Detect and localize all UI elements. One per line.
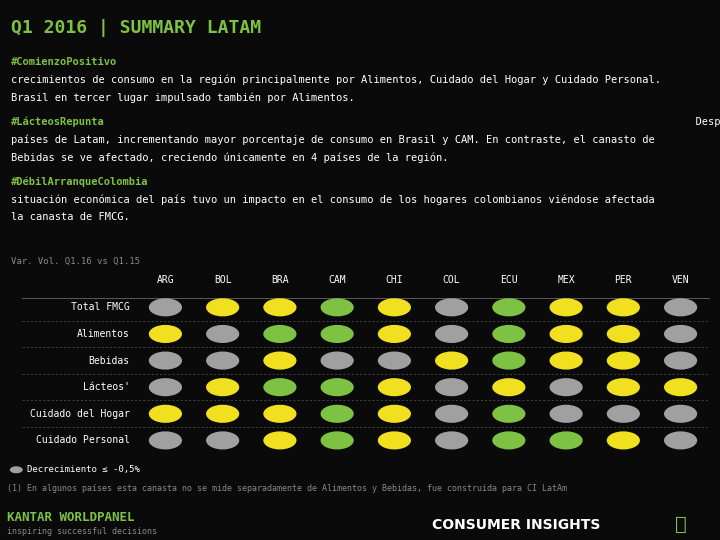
Text: Alimentos: Alimentos xyxy=(77,329,130,339)
Text: ARG: ARG xyxy=(157,275,174,286)
Text: ECU: ECU xyxy=(500,275,518,286)
Text: Bebidas se ve afectado, creciendo únicamente en 4 países de la región.: Bebidas se ve afectado, creciendo únicam… xyxy=(11,152,449,163)
Ellipse shape xyxy=(149,298,182,316)
Ellipse shape xyxy=(492,352,526,369)
Ellipse shape xyxy=(149,405,182,423)
Ellipse shape xyxy=(206,431,239,449)
Ellipse shape xyxy=(320,298,354,316)
Ellipse shape xyxy=(435,325,468,343)
Ellipse shape xyxy=(492,378,526,396)
Ellipse shape xyxy=(264,378,297,396)
Ellipse shape xyxy=(549,405,582,423)
Text: BOL: BOL xyxy=(214,275,231,286)
Text: (1) En algunos países esta canasta no se mide separadamente de Alimentos y Bebid: (1) En algunos países esta canasta no se… xyxy=(7,484,567,494)
Text: inspiring successful decisions: inspiring successful decisions xyxy=(7,527,157,536)
Ellipse shape xyxy=(149,325,182,343)
Text: 🌍: 🌍 xyxy=(675,515,686,535)
Text: Lácteos': Lácteos' xyxy=(83,382,130,392)
Ellipse shape xyxy=(607,325,640,343)
Text: Total FMCG: Total FMCG xyxy=(71,302,130,312)
Ellipse shape xyxy=(320,431,354,449)
Ellipse shape xyxy=(206,405,239,423)
Text: #DébilArranqueColombia: #DébilArranqueColombia xyxy=(11,177,148,187)
Text: Brasil en tercer lugar impulsado también por Alimentos.: Brasil en tercer lugar impulsado también… xyxy=(11,92,354,103)
Ellipse shape xyxy=(206,378,239,396)
Ellipse shape xyxy=(664,325,697,343)
Ellipse shape xyxy=(264,298,297,316)
Text: la canasta de FMCG.: la canasta de FMCG. xyxy=(11,212,130,222)
Ellipse shape xyxy=(378,405,411,423)
Text: BRA: BRA xyxy=(271,275,289,286)
Ellipse shape xyxy=(492,431,526,449)
Ellipse shape xyxy=(378,298,411,316)
Text: CAM: CAM xyxy=(328,275,346,286)
Ellipse shape xyxy=(435,298,468,316)
Text: VEN: VEN xyxy=(672,275,689,286)
Text: #ComienzoPositivo: #ComienzoPositivo xyxy=(11,57,117,67)
Ellipse shape xyxy=(435,352,468,369)
Ellipse shape xyxy=(607,352,640,369)
Ellipse shape xyxy=(549,298,582,316)
Ellipse shape xyxy=(378,431,411,449)
Ellipse shape xyxy=(664,298,697,316)
Ellipse shape xyxy=(206,298,239,316)
Ellipse shape xyxy=(149,378,182,396)
Ellipse shape xyxy=(206,352,239,369)
Text: PER: PER xyxy=(615,275,632,286)
Ellipse shape xyxy=(320,405,354,423)
Text: #LácteosRepunta: #LácteosRepunta xyxy=(11,117,104,127)
Text: Cuidado Personal: Cuidado Personal xyxy=(35,435,130,445)
Text: MEX: MEX xyxy=(557,275,575,286)
Text: situación económica del país tuvo un impacto en el consumo de los hogares colomb: situación económica del país tuvo un imp… xyxy=(11,194,654,205)
Ellipse shape xyxy=(664,352,697,369)
Ellipse shape xyxy=(320,325,354,343)
Ellipse shape xyxy=(607,298,640,316)
Ellipse shape xyxy=(435,431,468,449)
Ellipse shape xyxy=(264,352,297,369)
Text: crecimientos de consumo en la región principalmente por Alimentos, Cuidado del H: crecimientos de consumo en la región pri… xyxy=(11,75,661,85)
Text: Bebidas: Bebidas xyxy=(89,355,130,366)
Text: Var. Vol. Q1.16 vs Q1.15: Var. Vol. Q1.16 vs Q1.15 xyxy=(11,256,140,266)
Ellipse shape xyxy=(549,325,582,343)
Ellipse shape xyxy=(320,378,354,396)
Ellipse shape xyxy=(264,325,297,343)
Ellipse shape xyxy=(264,431,297,449)
Ellipse shape xyxy=(378,325,411,343)
Ellipse shape xyxy=(378,378,411,396)
Text: países de Latam, incrementando mayor porcentaje de consumo en Brasil y CAM. En c: países de Latam, incrementando mayor por… xyxy=(11,134,654,145)
Ellipse shape xyxy=(435,405,468,423)
Ellipse shape xyxy=(607,405,640,423)
Ellipse shape xyxy=(10,466,23,473)
Ellipse shape xyxy=(492,325,526,343)
Text: Q1 2016 | SUMMARY LATAM: Q1 2016 | SUMMARY LATAM xyxy=(11,19,261,37)
Ellipse shape xyxy=(149,352,182,369)
Ellipse shape xyxy=(607,431,640,449)
Ellipse shape xyxy=(149,431,182,449)
Ellipse shape xyxy=(549,378,582,396)
Ellipse shape xyxy=(320,352,354,369)
Text: COL: COL xyxy=(443,275,460,286)
Ellipse shape xyxy=(492,405,526,423)
Ellipse shape xyxy=(435,378,468,396)
Text: CONSUMER INSIGHTS: CONSUMER INSIGHTS xyxy=(432,518,606,532)
Ellipse shape xyxy=(206,325,239,343)
Ellipse shape xyxy=(664,405,697,423)
Text: Cuidado del Hogar: Cuidado del Hogar xyxy=(30,409,130,419)
Ellipse shape xyxy=(378,352,411,369)
Ellipse shape xyxy=(664,431,697,449)
Text: Decrecimiento ≤ -0,5%: Decrecimiento ≤ -0,5% xyxy=(27,465,140,474)
Text: CHI: CHI xyxy=(386,275,403,286)
Ellipse shape xyxy=(264,405,297,423)
Text: Después de un cierre de año débil, el canasto de Lácteos cobra relevancia en 6 d: Después de un cierre de año débil, el ca… xyxy=(683,117,720,127)
Ellipse shape xyxy=(549,352,582,369)
Ellipse shape xyxy=(492,298,526,316)
Ellipse shape xyxy=(549,431,582,449)
Ellipse shape xyxy=(607,378,640,396)
Ellipse shape xyxy=(664,378,697,396)
Text: KANTAR WORLDPANEL: KANTAR WORLDPANEL xyxy=(7,511,135,524)
